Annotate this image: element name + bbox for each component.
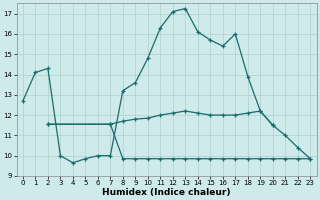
X-axis label: Humidex (Indice chaleur): Humidex (Indice chaleur) (102, 188, 231, 197)
